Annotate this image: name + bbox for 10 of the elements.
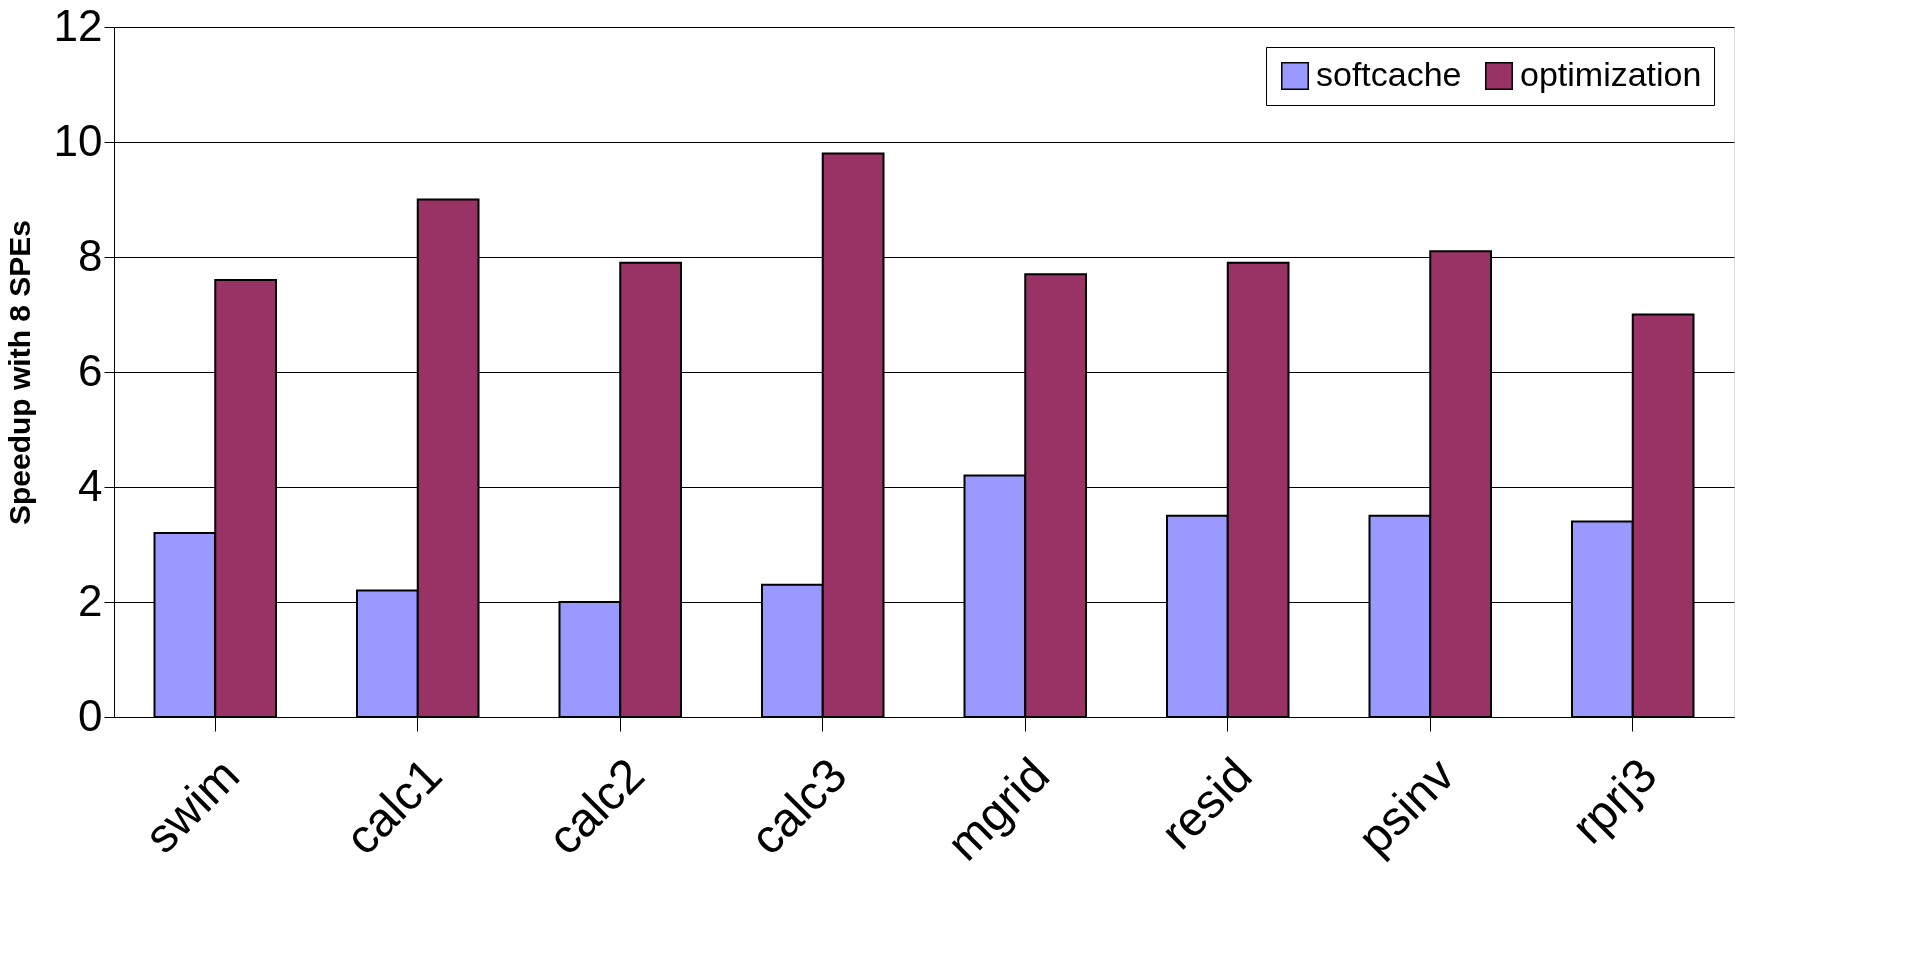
y-tick-label: 4 xyxy=(78,460,103,510)
y-tick-label: 8 xyxy=(78,230,103,280)
legend-label: optimization xyxy=(1520,55,1702,93)
y-axis-title: Speedup with 8 SPEs xyxy=(2,219,36,526)
y-tick-label: 0 xyxy=(78,690,103,740)
legend-label: softcache xyxy=(1316,55,1462,93)
y-tick-label: 10 xyxy=(53,115,103,165)
y-tick-label: 2 xyxy=(78,575,103,625)
y-tick-label: 12 xyxy=(53,0,103,50)
y-tick-label: 6 xyxy=(78,345,103,395)
